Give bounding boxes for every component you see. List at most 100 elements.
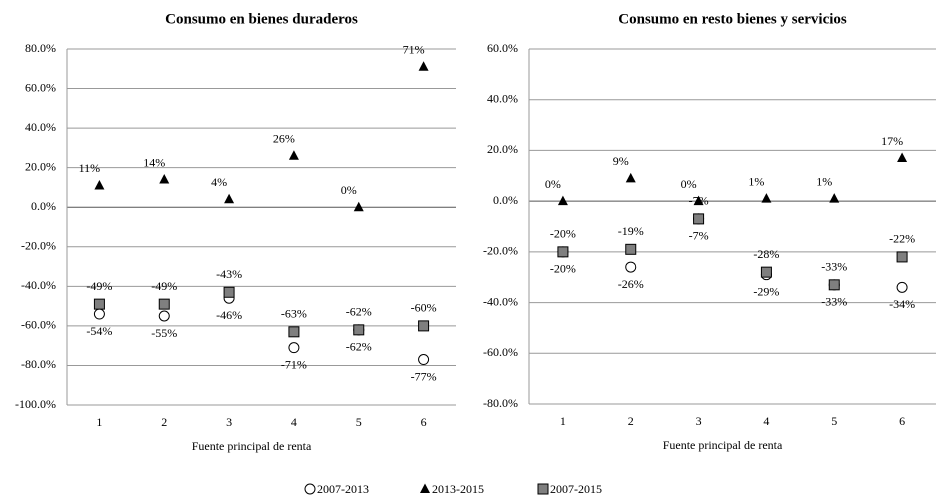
x-tick-label: 3 (226, 415, 232, 429)
square-point (353, 324, 365, 336)
y-tick-label: -40.0% (21, 278, 56, 292)
circle-point (93, 308, 105, 320)
data-label: 0% (681, 177, 697, 191)
x-tick-label: 4 (763, 414, 769, 428)
circle-point (896, 281, 908, 293)
data-label: -33% (821, 295, 847, 309)
square-point (93, 298, 105, 310)
legend-label: 2007-2015 (550, 482, 602, 496)
square-point (288, 326, 300, 338)
data-label: -55% (151, 326, 177, 340)
data-label: -7% (689, 229, 709, 243)
x-tick-label: 2 (628, 414, 634, 428)
data-label: 1% (748, 174, 764, 188)
circle-point (418, 354, 430, 366)
x-tick-label: 1 (96, 415, 102, 429)
y-tick-label: 80.0% (25, 41, 56, 55)
y-tick-label: 20.0% (487, 142, 518, 156)
triangle-point (693, 195, 704, 206)
triangle-point (420, 483, 430, 493)
data-label: -22% (889, 232, 915, 246)
square-point (223, 286, 235, 298)
data-label: -26% (618, 277, 644, 291)
data-label: -7% (689, 194, 709, 208)
square-point (828, 279, 840, 291)
data-label: -28% (753, 247, 779, 261)
data-label: 14% (143, 155, 165, 169)
data-label: -60% (411, 301, 437, 315)
triangle-point (94, 179, 105, 190)
y-tick-label: 0.0% (31, 199, 56, 213)
y-tick-label: -20.0% (21, 239, 56, 253)
data-label: -62% (346, 305, 372, 319)
data-label: -63% (281, 307, 307, 321)
chart-title: Consumo en resto bienes y servicios (618, 11, 847, 27)
x-tick-label: 6 (899, 414, 905, 428)
y-tick-label: 20.0% (25, 159, 56, 173)
square-point (158, 298, 170, 310)
y-tick-label: 40.0% (25, 120, 56, 134)
x-tick-label: 3 (696, 414, 702, 428)
legend-label: 2007-2013 (317, 482, 369, 496)
circle-point (288, 342, 300, 354)
circle-point (304, 483, 316, 495)
data-label: 17% (881, 134, 903, 148)
chart-title: Consumo en bienes duraderos (165, 11, 358, 27)
data-label: -54% (86, 324, 112, 338)
data-label: -29% (753, 284, 779, 298)
y-tick-label: 60.0% (487, 41, 518, 55)
y-tick-label: 40.0% (487, 91, 518, 105)
triangle-point (761, 193, 772, 203)
data-label: -20% (550, 227, 576, 241)
data-label: 0% (545, 177, 561, 191)
triangle-point (829, 193, 840, 203)
data-label: -20% (550, 262, 576, 276)
square-point (693, 213, 705, 225)
data-label: -49% (151, 279, 177, 293)
triangle-point (224, 193, 235, 204)
data-label: 9% (613, 154, 629, 168)
square-point (896, 251, 908, 263)
triangle-point (288, 150, 299, 160)
y-tick-label: 0.0% (493, 193, 518, 207)
legend-label: 2013-2015 (432, 482, 484, 496)
y-tick-label: -60.0% (483, 345, 518, 359)
x-tick-label: 5 (831, 414, 837, 428)
data-label: -49% (86, 279, 112, 293)
triangle-point (353, 201, 364, 212)
square-point (625, 243, 637, 255)
y-tick-label: -80.0% (483, 396, 518, 410)
triangle-point (897, 152, 908, 163)
data-label: -46% (216, 308, 242, 322)
square-point (557, 246, 569, 258)
y-tick-label: -40.0% (483, 294, 518, 308)
square-point (537, 483, 549, 495)
x-axis-label: Fuente principal de renta (663, 438, 783, 452)
y-tick-label: -80.0% (21, 357, 56, 371)
circle-point (625, 261, 637, 273)
y-tick-label: -60.0% (21, 318, 56, 332)
data-label: 4% (211, 175, 227, 189)
square-point (760, 266, 772, 278)
data-label: -34% (889, 297, 915, 311)
data-label: 11% (79, 161, 101, 175)
x-axis-label: Fuente principal de renta (192, 439, 312, 453)
x-tick-label: 5 (356, 415, 362, 429)
x-tick-label: 2 (161, 415, 167, 429)
data-label: 1% (816, 174, 832, 188)
data-label: -71% (281, 357, 307, 371)
triangle-point (159, 174, 170, 184)
data-label: -33% (821, 260, 847, 274)
square-point (418, 320, 430, 332)
data-label: -19% (618, 224, 644, 238)
data-label: -43% (216, 267, 242, 281)
x-tick-label: 1 (560, 414, 566, 428)
data-label: -77% (411, 369, 437, 383)
triangle-point (418, 61, 429, 71)
triangle-point (557, 195, 568, 206)
y-tick-label: -20.0% (483, 244, 518, 258)
data-label: -62% (346, 340, 372, 354)
x-tick-label: 4 (291, 415, 297, 429)
circle-point (158, 310, 170, 322)
